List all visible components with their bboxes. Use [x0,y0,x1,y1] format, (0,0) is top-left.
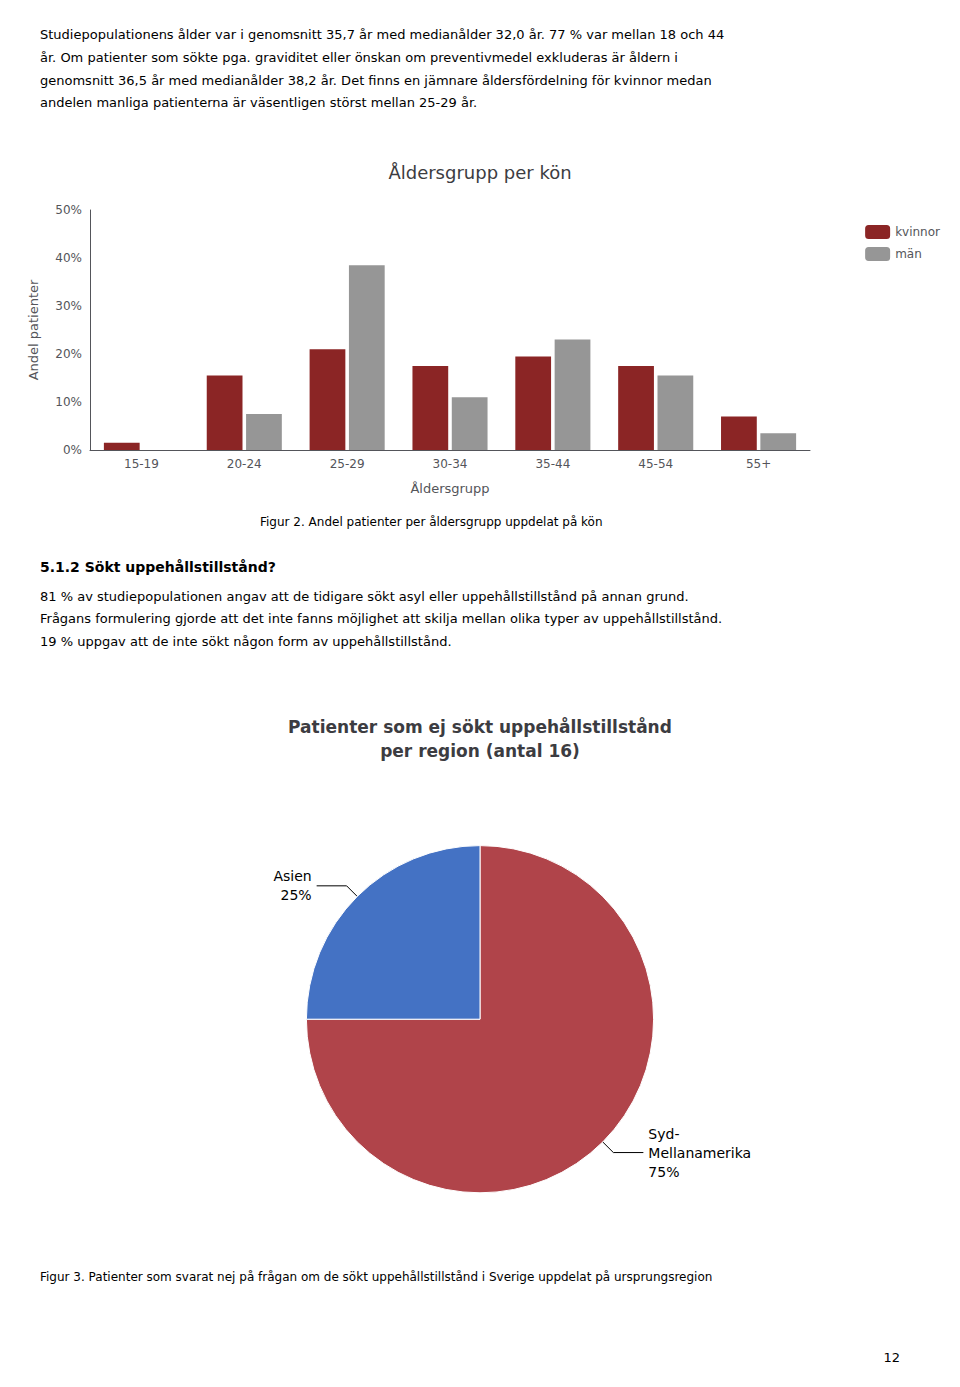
html-text:andelen manliga patienterna är: andelen manliga patienterna är väsentlig… [40,95,478,111]
svg-text:20%: 20% [55,347,82,361]
svg-text:Åldersgrupp: Åldersgrupp [410,481,489,496]
html-text:81 % av studiepopulationen ang: 81 % av studiepopulationen angav att de … [40,588,689,604]
svg-text:Patienter som ej sökt uppehåll: Patienter som ej sökt uppehållstillstånd [288,716,672,737]
svg-text:50%: 50% [55,203,82,217]
svg-text:10%: 10% [55,395,82,409]
svg-text:Syd-: Syd- [648,1126,679,1142]
svg-text:0%: 0% [63,443,82,457]
svg-text:30%: 30% [55,299,82,313]
svg-text:Asien: Asien [273,868,311,884]
svg-text:20-24: 20-24 [227,457,262,471]
html-text:genomsnitt 36,5 år med medianå: genomsnitt 36,5 år med medianålder 38,2 … [40,72,712,88]
svg-text:25%: 25% [281,887,312,903]
svg-text:35-44: 35-44 [535,457,570,471]
html-text:år. Om patienter som sökte pga: år. Om patienter som sökte pga. gravidit… [40,49,678,65]
svg-text:30-34: 30-34 [433,457,468,471]
svg-text:40%: 40% [55,251,82,265]
svg-text:män: män [895,247,922,261]
html-text:5.1.2 Sökt uppehållstillstånd?: 5.1.2 Sökt uppehållstillstånd? [40,559,276,575]
svg-text:25-29: 25-29 [330,457,365,471]
svg-text:45-54: 45-54 [638,457,673,471]
svg-text:Mellanamerika: Mellanamerika [648,1145,751,1161]
svg-text:kvinnor: kvinnor [895,225,940,239]
html-text:12: 12 [883,1350,900,1365]
html-text:Frågans formulering gjorde att: Frågans formulering gjorde att det inte … [40,611,723,627]
svg-text:per region (antal 16): per region (antal 16) [380,741,580,761]
svg-text:55+: 55+ [746,457,771,471]
svg-text:15-19: 15-19 [124,457,159,471]
svg-text:Andel patienter: Andel patienter [26,279,41,380]
html-text:Studiepopulationens ålder var: Studiepopulationens ålder var i genomsni… [40,27,725,42]
svg-text:Åldersgrupp per kön: Åldersgrupp per kön [388,162,571,183]
svg-text:75%: 75% [648,1164,679,1180]
html-text:19 % uppgav att de inte sökt n: 19 % uppgav att de inte sökt någon form … [40,634,452,649]
html-text:Figur 2. Andel patienter per å: Figur 2. Andel patienter per åldersgrupp… [260,515,603,529]
html-text:Figur 3. Patienter som svarat: Figur 3. Patienter som svarat nej på frå… [40,1270,713,1284]
